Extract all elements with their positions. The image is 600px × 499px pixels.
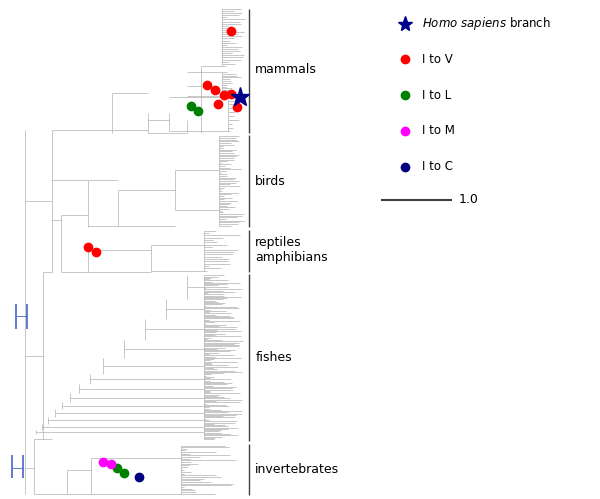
Text: 1.0: 1.0 — [458, 194, 478, 207]
Text: birds: birds — [255, 175, 286, 188]
Text: I to V: I to V — [422, 53, 453, 66]
Text: I to M: I to M — [422, 124, 455, 137]
Text: I to L: I to L — [422, 89, 452, 102]
Text: I to C: I to C — [422, 160, 454, 173]
Text: $\it{Homo\ sapiens}$ branch: $\it{Homo\ sapiens}$ branch — [422, 15, 551, 32]
Text: mammals: mammals — [255, 63, 317, 76]
Text: reptiles
amphibians: reptiles amphibians — [255, 237, 328, 264]
Text: fishes: fishes — [255, 351, 292, 364]
Text: invertebrates: invertebrates — [255, 463, 340, 476]
